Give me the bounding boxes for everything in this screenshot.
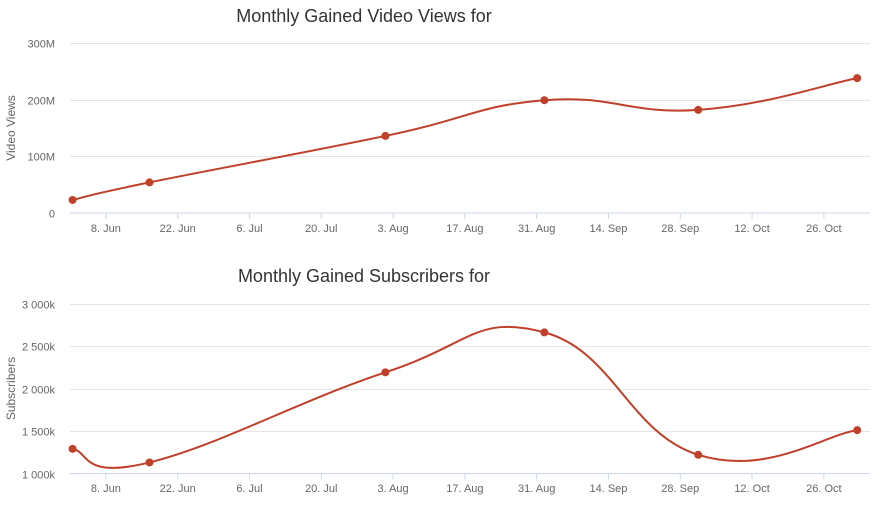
subscribers-chart-svg: Monthly Gained Subscribers for 1 000k 1 50… [4,266,870,495]
views-x-tick-label: 3. Aug [377,223,408,235]
views-y-tick-label: 200M [27,96,55,108]
subs-x-tick-label: 3. Aug [377,483,408,495]
subs-data-point [853,426,862,435]
subs-x-tick-label: 31. Aug [518,483,555,495]
subs-y-axis-title: Subscribers [4,357,18,420]
subs-y-tick-label: 2 500k [22,342,56,354]
subscribers-chart: Monthly Gained Subscribers for 1 000k 1 50… [0,260,882,520]
subs-x-tick-label: 22. Jun [160,483,196,495]
subs-data-point [540,328,549,337]
subs-series-line [72,325,858,469]
subs-x-tick-label: 12. Oct [734,483,769,495]
views-x-tick-label: 22. Jun [160,223,196,235]
views-x-tick-label: 12. Oct [734,223,769,235]
views-x-tick-label: 28. Sep [661,223,699,235]
views-chart-title: Monthly Gained Video Views for [236,6,491,26]
subs-y-tick-label: 1 500k [22,427,56,439]
views-x-tick-label: 20. Jul [305,223,337,235]
subs-y-tick-label: 1 000k [22,470,56,482]
views-data-point [145,178,154,187]
views-x-tick-label: 26. Oct [806,223,841,235]
views-x-tick-label: 17. Aug [446,223,483,235]
subs-x-tick-label: 14. Sep [590,483,628,495]
video-views-chart-svg: Monthly Gained Video Views for 0 100M 200M 3… [4,6,870,235]
subs-x-tick-label: 6. Jul [236,483,262,495]
subs-x-tick-label: 8. Jun [91,483,121,495]
views-data-point [694,105,703,114]
subs-x-tick-label: 28. Sep [661,483,699,495]
subs-x-tick-label: 20. Jul [305,483,337,495]
subs-y-tick-label: 2 000k [22,385,56,397]
subs-x-tick-label: 26. Oct [806,483,841,495]
subs-y-tick-label: 3 000k [22,300,56,312]
video-views-chart: Monthly Gained Video Views for 0 100M 200M 3… [4,6,870,235]
views-data-point [540,96,549,105]
subs-data-point [68,444,77,453]
views-x-tick-label: 8. Jun [91,223,121,235]
views-y-tick-label: 0 [49,209,55,221]
views-x-tick-label: 31. Aug [518,223,555,235]
views-y-tick-label: 300M [27,39,55,51]
subs-data-point [145,458,154,467]
views-data-point [68,195,77,204]
views-y-axis-title: Video Views [4,95,18,161]
views-x-tick-label: 6. Jul [236,223,262,235]
subs-x-tick-label: 17. Aug [446,483,483,495]
subs-data-point [381,368,390,377]
views-y-tick-label: 100M [27,152,55,164]
subs-data-point [694,450,703,459]
views-x-tick-label: 14. Sep [590,223,628,235]
views-data-point [381,131,390,140]
views-data-point [853,74,862,83]
subs-chart-title: Monthly Gained Subscribers for [238,266,490,286]
views-series-line [72,77,858,201]
